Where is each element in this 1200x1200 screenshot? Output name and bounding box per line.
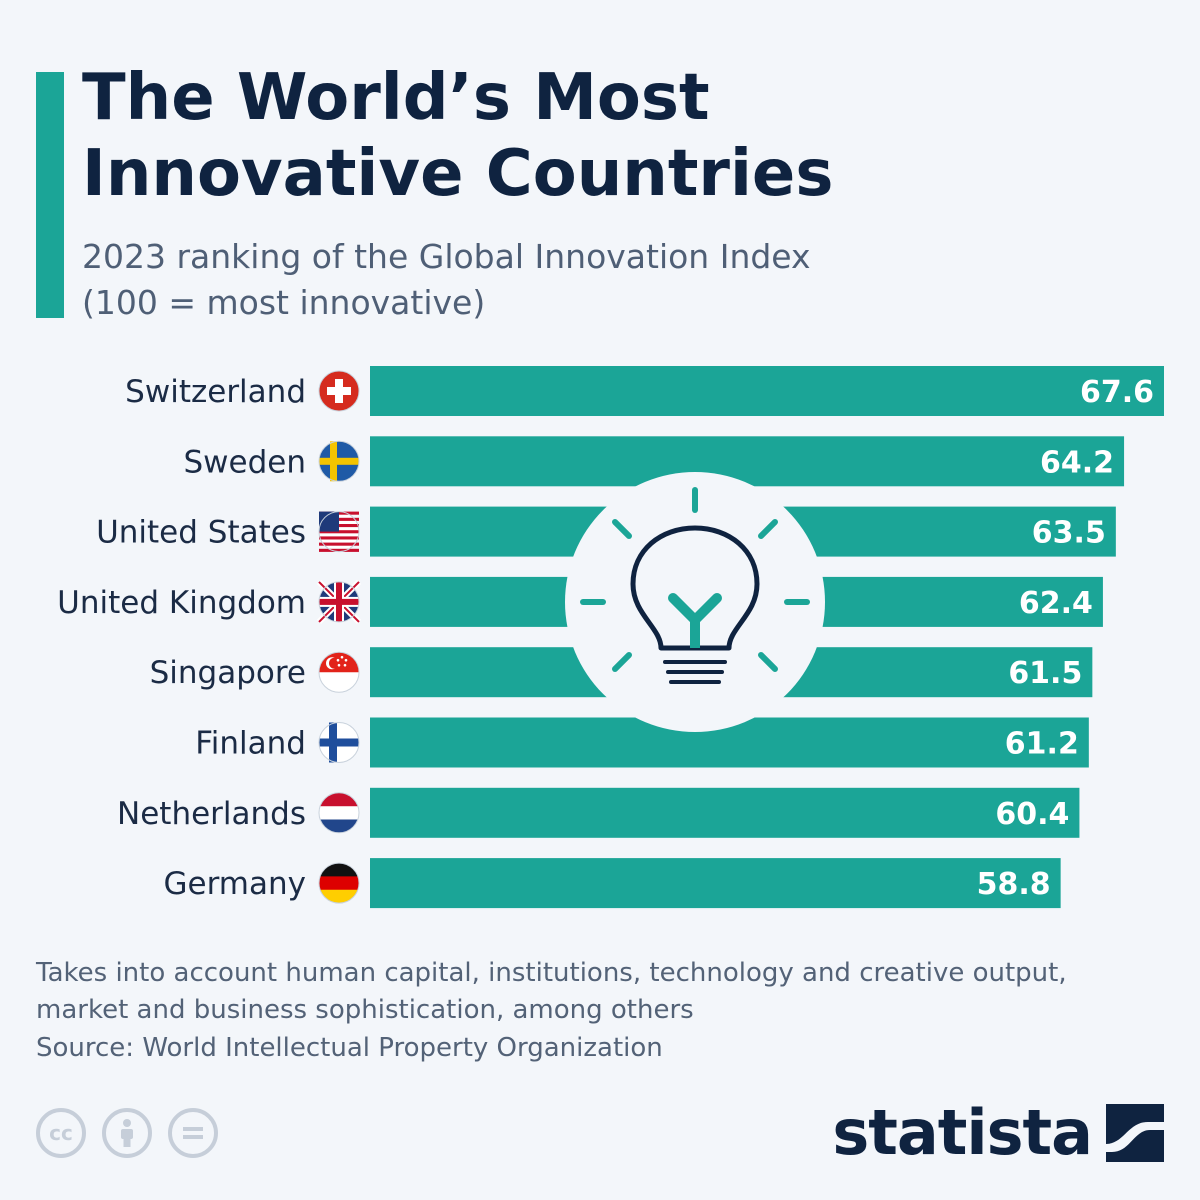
- flag-outline: [318, 862, 360, 904]
- category-label: Sweden: [183, 444, 306, 480]
- title-accent-bar: [36, 72, 64, 318]
- cc-icon[interactable]: cc: [36, 1108, 86, 1158]
- category-label: United States: [96, 515, 306, 551]
- flag-cross-h-red: [319, 598, 359, 605]
- source-note: Source: World Intellectual Property Orga…: [36, 1033, 663, 1063]
- flag-outline: [318, 722, 360, 763]
- subtitle-line-2: (100 = most innovative): [82, 283, 486, 322]
- subtitle-line-1: 2023 ranking of the Global Innovation In…: [82, 237, 811, 276]
- category-label: Switzerland: [125, 374, 306, 410]
- bar: [370, 787, 1080, 838]
- bulb-glass: [630, 525, 760, 651]
- flag-sweden-icon: [318, 440, 360, 482]
- light-ray: [612, 652, 632, 672]
- title-line-1: The World’s Most: [82, 61, 710, 135]
- category-label: Germany: [164, 866, 306, 902]
- flag-stripe-bottom: [319, 889, 359, 904]
- data-label: 67.6: [1080, 375, 1154, 410]
- footnote-line-2: market and business sophistication, amon…: [36, 995, 694, 1025]
- data-label: 61.5: [1008, 656, 1082, 691]
- data-label: 60.4: [995, 797, 1069, 832]
- flag-canton: [319, 511, 339, 532]
- flag-finland-icon: [318, 722, 360, 763]
- data-label: 58.8: [977, 867, 1051, 902]
- flag-star: [337, 663, 341, 667]
- flag-switzerland-icon: [318, 370, 360, 412]
- category-label: Singapore: [150, 655, 306, 691]
- data-label: 61.2: [1005, 727, 1079, 762]
- light-ray: [758, 652, 778, 672]
- brand-name: statista: [832, 1096, 1093, 1169]
- flag-cross-h: [319, 457, 359, 465]
- flag-cross-h: [319, 738, 359, 747]
- flag-outline: [318, 511, 360, 553]
- flag-outline: [318, 370, 360, 412]
- no-derivatives-icon[interactable]: [168, 1108, 218, 1158]
- category-label: Netherlands: [117, 796, 306, 832]
- data-label: 63.5: [1032, 516, 1106, 551]
- category-label: United Kingdom: [57, 585, 306, 621]
- flag-netherlands-icon: [318, 792, 360, 834]
- flag-star: [344, 658, 348, 662]
- footnote: Takes into account human capital, instit…: [36, 955, 1166, 1029]
- flag-outline: [318, 792, 360, 834]
- flag-stripe-bottom: [319, 819, 359, 833]
- attribution-icon[interactable]: [102, 1108, 152, 1158]
- flag-stripe-top: [319, 863, 359, 877]
- flag-outline: [318, 440, 360, 482]
- flag-singapore-icon: [318, 651, 360, 693]
- license-icons: cc: [36, 1108, 218, 1158]
- bar: [370, 436, 1125, 487]
- flag-star: [343, 663, 347, 667]
- light-ray: [612, 519, 632, 539]
- flag-star: [340, 655, 344, 659]
- flag-germany-icon: [318, 862, 360, 904]
- flag-united-kingdom-icon: [316, 579, 362, 625]
- data-label: 64.2: [1040, 445, 1114, 480]
- statista-logo[interactable]: statista: [832, 1096, 1164, 1169]
- flag-stripe: [319, 530, 359, 534]
- flag-cross-h: [327, 387, 351, 395]
- bar: [370, 858, 1061, 909]
- statista-mark-icon: [1106, 1103, 1164, 1162]
- footnote-line-1: Takes into account human capital, instit…: [36, 958, 1067, 988]
- flag-stripe: [319, 542, 359, 546]
- flag-stripe: [319, 548, 359, 552]
- title-line-2: Innovative Countries: [82, 137, 834, 211]
- flag-stripe-top-fill: [319, 792, 359, 807]
- flag-stripe: [319, 536, 359, 540]
- flag-outline: [318, 651, 360, 693]
- chart-title: The World’s Most Innovative Countries: [82, 60, 1162, 212]
- bar: [370, 366, 1164, 416]
- data-label: 62.4: [1019, 586, 1093, 621]
- chart-subtitle: 2023 ranking of the Global Innovation In…: [82, 234, 1082, 326]
- flag-star: [336, 658, 340, 662]
- light-ray: [758, 519, 778, 539]
- flag-outline: [318, 581, 360, 623]
- category-label: Finland: [195, 726, 306, 762]
- lightbulb-icon: [565, 472, 825, 732]
- flag-united-states-icon: [318, 511, 360, 553]
